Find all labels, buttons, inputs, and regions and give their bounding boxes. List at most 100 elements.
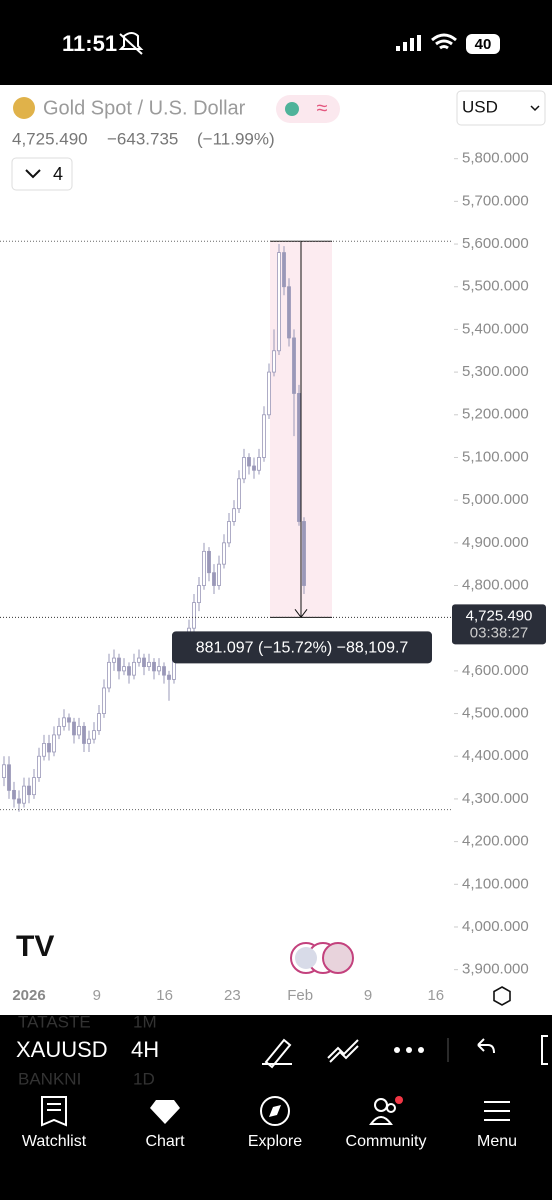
battery-level: 40 xyxy=(475,36,492,53)
signal-icon xyxy=(396,35,421,51)
faded-interval: 1D xyxy=(133,1069,155,1088)
candle-body xyxy=(162,666,166,676)
symbol[interactable]: XAUUSD xyxy=(16,1037,108,1062)
tab-label[interactable]: Explore xyxy=(248,1133,302,1150)
currency-select[interactable] xyxy=(456,90,546,126)
candle-body xyxy=(102,687,106,714)
candle-body xyxy=(217,563,221,586)
measure-label: 881.097 (−15.72%) −88,109.7 xyxy=(196,640,409,657)
candle-body xyxy=(152,661,156,672)
chevron xyxy=(530,105,540,112)
x-tick-label: 16 xyxy=(427,987,444,1004)
draw-icon[interactable] xyxy=(262,1038,292,1069)
candle-body xyxy=(132,661,136,676)
plot: 5,800.000 5,700.000 5,600.000 5,500.000 5,40… xyxy=(0,150,546,978)
countdown: 03:38:27 xyxy=(470,624,528,641)
more-icon[interactable] xyxy=(394,1047,424,1053)
candle-body xyxy=(247,457,251,467)
candle-body xyxy=(42,743,46,757)
candle-body xyxy=(267,371,271,416)
y-tick-label: 4,500.000 xyxy=(462,705,529,722)
tab-label[interactable]: Community xyxy=(346,1133,427,1150)
wifi-icon xyxy=(431,33,457,50)
candle-body xyxy=(122,666,126,672)
y-tick-label: 4,800.000 xyxy=(462,576,529,593)
candle-body xyxy=(27,785,31,796)
x-tick-label: 9 xyxy=(93,987,101,1004)
candle-body xyxy=(47,743,51,753)
indicator-count: 4 xyxy=(53,164,63,184)
candle-body xyxy=(272,350,276,373)
currency: USD xyxy=(462,97,498,116)
candle-body xyxy=(302,521,306,586)
candle-body xyxy=(197,585,201,603)
candle-body xyxy=(157,666,161,672)
status-bar xyxy=(0,0,552,85)
candle-body xyxy=(87,738,91,744)
candle-body xyxy=(77,725,81,736)
y-tick-label: 5,000.000 xyxy=(462,491,529,508)
indicator-toggle[interactable] xyxy=(11,157,73,191)
candle-body xyxy=(97,713,101,732)
candle-body xyxy=(232,508,236,522)
candle-body xyxy=(242,457,246,480)
candle-body xyxy=(262,414,266,458)
x-tick-label: 23 xyxy=(224,987,241,1004)
candle-body xyxy=(72,721,76,736)
y-tick-label: 5,600.000 xyxy=(462,235,529,252)
battery xyxy=(466,34,500,54)
candle-body xyxy=(202,550,206,586)
watchlist-icon[interactable] xyxy=(41,1096,67,1127)
y-tick-label: 5,400.000 xyxy=(462,320,529,337)
tab-labels: Watchlist Chart Explore Community Menu xyxy=(22,1133,517,1150)
x-tick-label: 2026 xyxy=(12,987,45,1004)
last-price: 4,725.490 xyxy=(12,129,88,148)
candle-body xyxy=(147,661,151,668)
settings-icon[interactable] xyxy=(493,986,511,1006)
toolbar xyxy=(0,1015,552,1088)
candle-body xyxy=(277,252,281,352)
candle-body xyxy=(2,764,6,778)
y-tick-label: 4,400.000 xyxy=(462,747,529,764)
menu-icon[interactable] xyxy=(484,1101,510,1121)
candle-body xyxy=(282,252,286,288)
last-price-label: 4,725.490 xyxy=(466,607,533,624)
faded-symbol: BANKNI xyxy=(18,1069,81,1088)
clock: 11:51 xyxy=(62,31,117,56)
tab-label[interactable]: Menu xyxy=(477,1133,517,1150)
candle-body xyxy=(237,478,241,510)
candle-body xyxy=(12,789,16,800)
y-tick-label: 4,300.000 xyxy=(462,790,529,807)
y-tick-label: 4,600.000 xyxy=(462,662,529,679)
candle-body xyxy=(22,785,26,804)
candle-body xyxy=(82,725,86,744)
y-tick-label: 3,900.000 xyxy=(462,961,529,978)
candle-body xyxy=(112,657,116,663)
candle-body xyxy=(207,550,211,574)
undo-icon[interactable] xyxy=(477,1038,495,1054)
y-tick-label: 4,000.000 xyxy=(462,918,529,935)
candle-body xyxy=(57,725,61,736)
y-tick-label: 5,200.000 xyxy=(462,406,529,423)
tab-label[interactable]: Watchlist xyxy=(22,1133,87,1150)
x-tick-label: Feb xyxy=(287,987,313,1004)
candle-body xyxy=(292,337,296,394)
measure-label-box xyxy=(172,631,432,664)
price-change: −643.735 xyxy=(107,129,178,148)
candle-body xyxy=(257,457,261,471)
interval[interactable]: 4H xyxy=(131,1037,159,1062)
candle-body xyxy=(127,666,131,676)
faded-interval: 1M xyxy=(133,1012,157,1031)
redo-icon[interactable] xyxy=(541,1035,548,1065)
y-tick-label: 4,900.000 xyxy=(462,534,529,551)
candle-body xyxy=(92,730,96,740)
candle-body xyxy=(67,717,71,723)
tab-label[interactable]: Chart xyxy=(145,1133,185,1150)
y-tick-label: 4,100.000 xyxy=(462,875,529,892)
community-icon[interactable] xyxy=(369,1098,396,1125)
trend-icon[interactable] xyxy=(327,1039,359,1063)
explore-icon[interactable] xyxy=(260,1096,290,1126)
chart-icon[interactable] xyxy=(150,1100,180,1124)
